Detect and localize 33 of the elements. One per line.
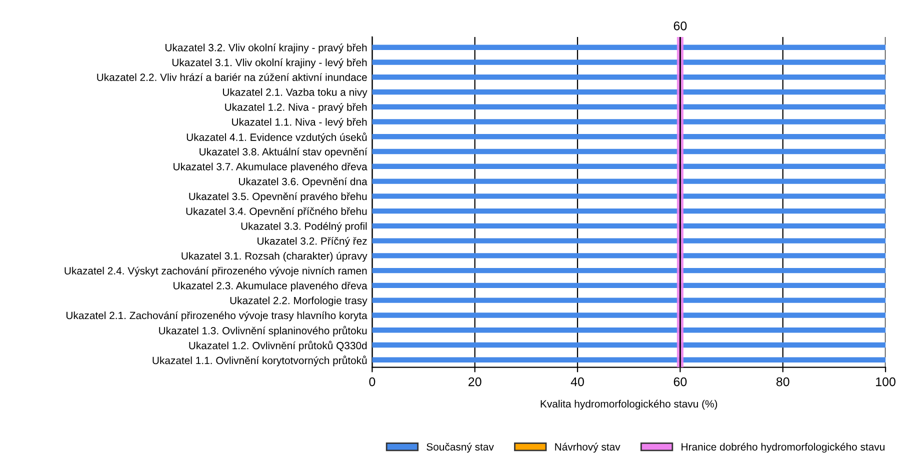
y-tick-label: Ukazatel 2.2. Morfologie trasy [230, 296, 368, 306]
x-tick-label: 40 [570, 377, 584, 386]
legend-label: Hranice dobrého hydromorfologického stavu [682, 442, 884, 453]
y-tick-label: Ukazatel 3.2. Příčný řez [258, 236, 367, 247]
x-tick-label: 100 [876, 377, 896, 386]
y-tick-label: Ukazatel 3.1. Vliv okolní krajiny - levý břeh [172, 58, 367, 68]
y-tick-label: Ukazatel 2.1. Zachování přirozeného vývoje trasy hlavního koryta [66, 311, 368, 322]
y-tick-label: Ukazatel 3.5. Opevnění pravého břehu [189, 192, 367, 202]
legend-label: Návrhový stav [555, 442, 620, 453]
y-tick-label: Ukazatel 1.2. Ovlivnění průtoků Q330d [189, 340, 367, 352]
y-tick-label: Ukazatel 1.2. Niva - pravý břeh [225, 103, 367, 113]
x-tick-label: 0 [369, 377, 376, 386]
y-tick-label: Ukazatel 3.6. Opevnění dna [239, 177, 368, 188]
y-tick-label: Ukazatel 3.7. Akumulace plaveného dřeva [174, 162, 368, 172]
y-tick-label: Ukazatel 3.8. Aktuální stav opevnění [200, 148, 368, 158]
y-tick-label: Ukazatel 2.3. Akumulace plaveného dřeva [174, 282, 368, 292]
legend-label: Současný stav [426, 442, 494, 453]
y-tick-label: Ukazatel 3.1. Rozsah (charakter) úpravy [182, 252, 368, 262]
x-tick-label: 80 [776, 377, 790, 386]
y-tick-label: Ukazatel 3.4. Opevnění příčného břehu [186, 207, 367, 218]
y-tick-label: Ukazatel 1.3. Ovlivnění splaninového průtoku [159, 326, 367, 336]
x-tick-label: 20 [468, 377, 482, 386]
x-axis-title: Kvalita hydromorfologického stavu (%) [540, 400, 718, 410]
y-tick-label: Ukazatel 3.3. Podélný profil [241, 222, 367, 232]
y-tick-label: Ukazatel 2.2. Vliv hrází a bariér na zúžení aktivní inundace [97, 73, 367, 82]
y-tick-label: Ukazatel 1.1. Ovlivnění korytotvorných průtoků [152, 356, 367, 366]
y-tick-label: Ukazatel 3.2. Vliv okolní krajiny - pravý břeh [166, 44, 367, 54]
y-tick-label: Ukazatel 4.1. Evidence vzdutých úseků [186, 132, 367, 144]
ref-line-label: 60 [674, 21, 687, 30]
y-tick-label: Ukazatel 2.4. Výskyt zachování přirozeného vývoje nivních ramen [64, 266, 367, 277]
y-tick-label: Ukazatel 1.1. Niva - levý břeh [232, 118, 367, 128]
y-tick-label: Ukazatel 2.1. Vazba toku a nivy [222, 88, 368, 98]
x-tick-label: 60 [674, 377, 687, 386]
